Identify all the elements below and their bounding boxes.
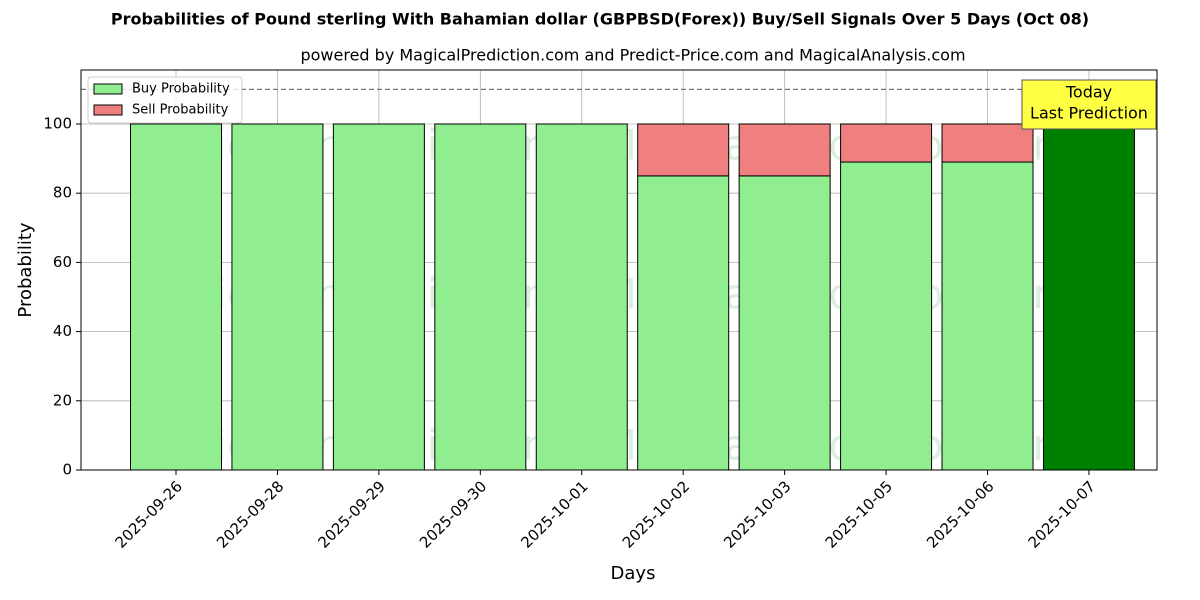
buy-bar (840, 161, 933, 471)
chart-subtitle: powered by MagicalPrediction.com and Pre… (300, 46, 965, 65)
x-tick-label: 2025-10-06 (923, 477, 997, 551)
buy-bar (332, 123, 425, 471)
buy-bar (434, 123, 527, 471)
legend-box (87, 76, 243, 124)
x-axis-label: Days (611, 563, 656, 584)
x-tick-label: 2025-10-03 (720, 477, 794, 551)
sell-bar (738, 123, 831, 177)
y-axis-label: Probability (15, 222, 36, 317)
sell-bar (941, 123, 1034, 163)
x-tick-label: 2025-09-30 (416, 477, 490, 551)
y-tick-label: 40 (53, 322, 72, 340)
x-tick-label: 2025-10-05 (822, 477, 896, 551)
x-tick-label: 2025-10-07 (1025, 477, 1099, 551)
y-tick-label: 20 (53, 391, 72, 409)
y-tick-label: 100 (43, 114, 72, 132)
buy-bar (231, 123, 324, 471)
x-tick-label: 2025-09-26 (112, 477, 186, 551)
buy-bar (1042, 123, 1135, 471)
buy-bar (738, 175, 831, 471)
chart-title: Probabilities of Pound sterling With Bah… (111, 10, 1089, 29)
buy-bar (941, 161, 1034, 471)
sell-bar (840, 123, 933, 163)
annotation-box (1021, 79, 1157, 130)
annotation-text: Last Prediction (1030, 104, 1148, 123)
x-tick-label: 2025-09-29 (315, 477, 389, 551)
annotation-text: Today (1065, 83, 1112, 102)
legend-swatch (93, 104, 123, 116)
buy-bar (637, 175, 730, 471)
sell-bar (637, 123, 730, 177)
buy-bar (130, 123, 222, 471)
x-tick-label: 2025-09-28 (213, 477, 287, 551)
plot-frame (80, 69, 1158, 471)
legend-label: Buy Probability (132, 82, 230, 97)
buy-bar (535, 123, 628, 471)
x-tick-label: 2025-10-02 (619, 477, 693, 551)
legend-label: Sell Probability (132, 103, 229, 118)
legend-swatch (93, 83, 123, 95)
x-tick-label: 2025-10-01 (517, 477, 591, 551)
y-tick-label: 0 (62, 461, 72, 479)
y-tick-label: 60 (53, 253, 72, 271)
y-tick-label: 80 (53, 184, 72, 202)
